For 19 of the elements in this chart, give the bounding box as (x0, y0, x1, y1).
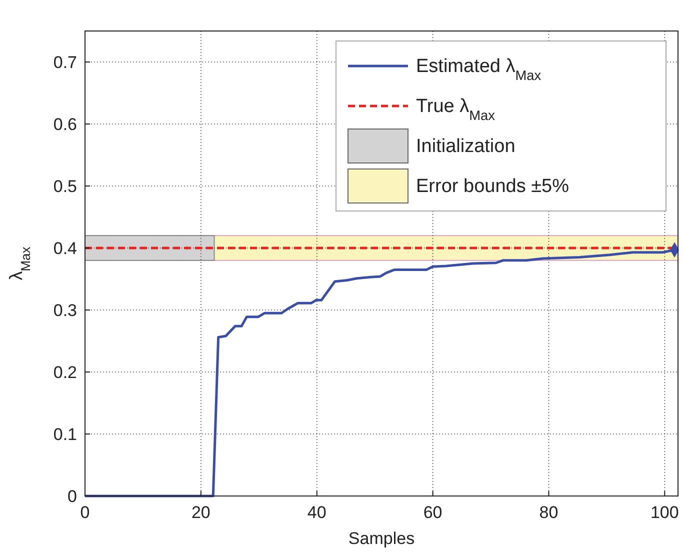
x-tick-label: 40 (307, 503, 326, 522)
y-tick-label: 0 (68, 487, 77, 506)
y-tick-label: 0.1 (53, 425, 77, 444)
y-tick-label: 0.2 (53, 363, 77, 382)
y-tick-label: 0.3 (53, 301, 77, 320)
legend-label: Error bounds ±5% (416, 176, 570, 197)
x-tick-label: 20 (191, 503, 210, 522)
y-tick-label: 0.4 (53, 239, 77, 258)
y-tick-label: 0.6 (53, 115, 77, 134)
y-tick-label: 0.7 (53, 53, 77, 72)
x-tick-label: 60 (423, 503, 442, 522)
x-tick-label: 80 (539, 503, 558, 522)
legend-label: Estimated λ$_{Max}$ (416, 56, 542, 82)
y-tick-label: 0.5 (53, 177, 77, 196)
x-axis-title: Samples (348, 529, 415, 548)
legend-label: True λ$_{Max}$ (416, 96, 496, 122)
x-tick-label: 0 (80, 503, 90, 522)
legend-label: Initialization (416, 136, 516, 157)
x-tick-label: 100 (650, 503, 679, 522)
